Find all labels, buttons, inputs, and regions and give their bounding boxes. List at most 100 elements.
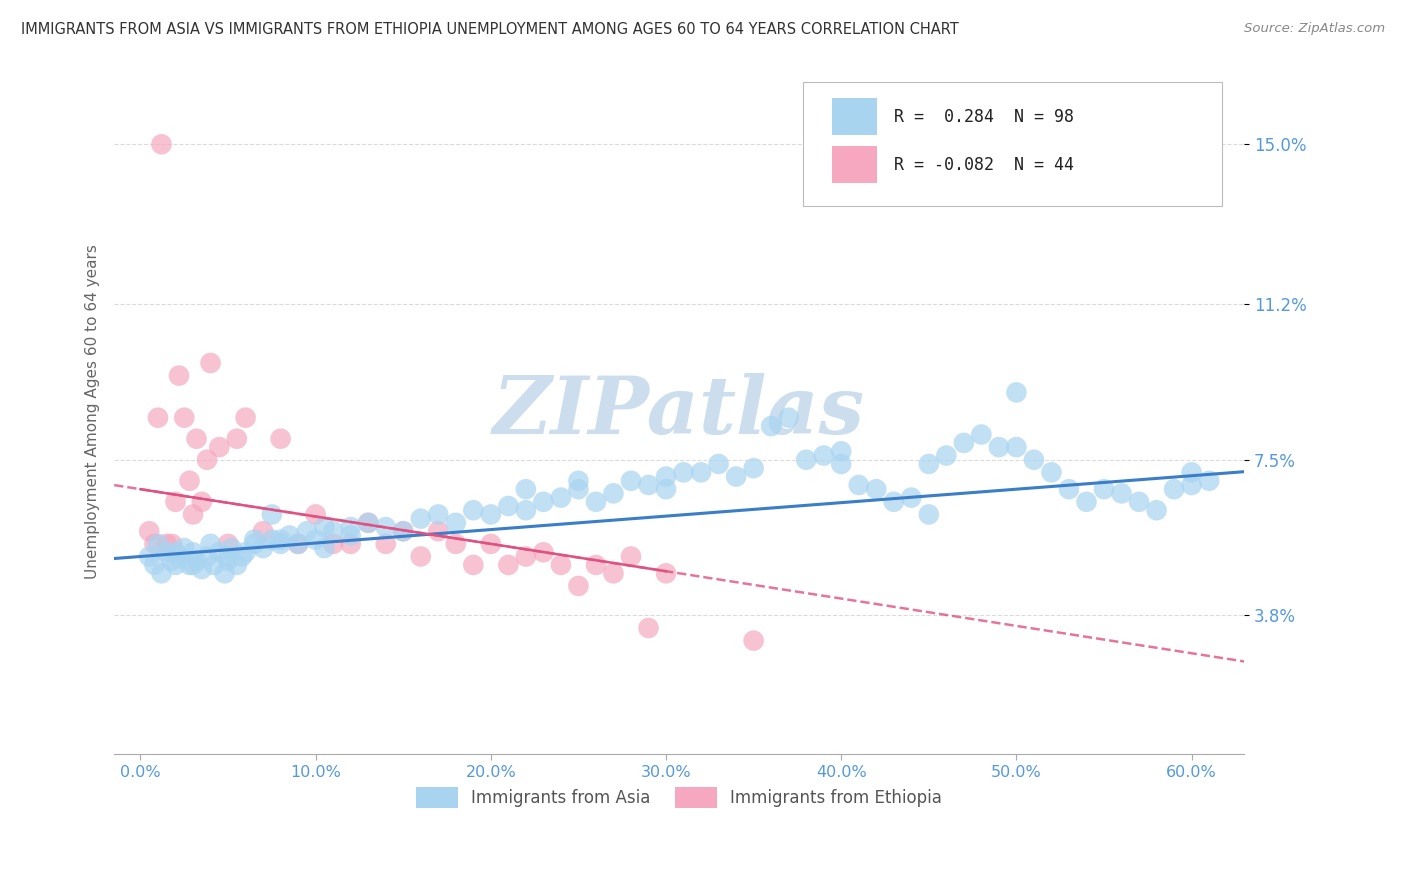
Point bbox=[427, 524, 450, 539]
Point bbox=[1128, 495, 1150, 509]
Point bbox=[515, 549, 537, 564]
Point bbox=[1181, 478, 1204, 492]
Point bbox=[278, 528, 301, 542]
Point bbox=[1146, 503, 1168, 517]
Point bbox=[479, 537, 502, 551]
Point bbox=[252, 541, 274, 555]
Point bbox=[295, 524, 318, 539]
Point bbox=[195, 452, 218, 467]
Point bbox=[287, 537, 309, 551]
Point bbox=[235, 410, 257, 425]
Point bbox=[707, 457, 730, 471]
Point bbox=[987, 440, 1010, 454]
Point bbox=[515, 503, 537, 517]
Point bbox=[531, 545, 554, 559]
Point bbox=[1022, 452, 1045, 467]
Point bbox=[883, 495, 905, 509]
Point bbox=[200, 537, 222, 551]
Point bbox=[742, 461, 765, 475]
Point bbox=[409, 549, 432, 564]
Point bbox=[156, 545, 179, 559]
Point bbox=[690, 466, 713, 480]
Point bbox=[186, 554, 208, 568]
Point bbox=[165, 545, 187, 559]
Point bbox=[813, 449, 835, 463]
Point bbox=[160, 554, 183, 568]
Point bbox=[208, 440, 231, 454]
Point bbox=[935, 449, 957, 463]
Point bbox=[357, 516, 380, 530]
Point bbox=[167, 368, 190, 383]
Point bbox=[830, 444, 852, 458]
Point bbox=[409, 511, 432, 525]
Point bbox=[179, 558, 201, 572]
Point bbox=[637, 478, 659, 492]
Text: Source: ZipAtlas.com: Source: ZipAtlas.com bbox=[1244, 22, 1385, 36]
Point bbox=[138, 524, 160, 539]
Point bbox=[225, 432, 247, 446]
Point bbox=[585, 495, 607, 509]
Point bbox=[252, 524, 274, 539]
Point bbox=[181, 558, 204, 572]
Point bbox=[742, 633, 765, 648]
Point bbox=[778, 410, 800, 425]
Point bbox=[1005, 385, 1028, 400]
Point bbox=[181, 508, 204, 522]
Point bbox=[217, 554, 239, 568]
Point bbox=[191, 495, 214, 509]
Point bbox=[165, 495, 187, 509]
Point bbox=[550, 491, 572, 505]
Point bbox=[655, 469, 678, 483]
Point bbox=[173, 541, 195, 555]
Point bbox=[498, 499, 520, 513]
FancyBboxPatch shape bbox=[832, 97, 877, 136]
Point bbox=[1057, 482, 1080, 496]
Point bbox=[146, 410, 169, 425]
Point bbox=[243, 533, 266, 547]
Point bbox=[270, 432, 292, 446]
Point bbox=[195, 549, 218, 564]
Point bbox=[270, 537, 292, 551]
Point bbox=[953, 436, 976, 450]
Point bbox=[235, 545, 257, 559]
Point bbox=[165, 558, 187, 572]
Point bbox=[339, 537, 361, 551]
Text: R =  0.284  N = 98: R = 0.284 N = 98 bbox=[894, 108, 1074, 126]
Point bbox=[322, 537, 344, 551]
Point bbox=[221, 541, 243, 555]
Point bbox=[160, 537, 183, 551]
Point bbox=[173, 410, 195, 425]
Point bbox=[243, 537, 266, 551]
Point bbox=[314, 541, 336, 555]
Point bbox=[1092, 482, 1115, 496]
Point bbox=[374, 537, 396, 551]
FancyBboxPatch shape bbox=[803, 82, 1222, 206]
Point bbox=[231, 549, 253, 564]
Text: IMMIGRANTS FROM ASIA VS IMMIGRANTS FROM ETHIOPIA UNEMPLOYMENT AMONG AGES 60 TO 6: IMMIGRANTS FROM ASIA VS IMMIGRANTS FROM … bbox=[21, 22, 959, 37]
Point bbox=[143, 558, 166, 572]
Point bbox=[515, 482, 537, 496]
Point bbox=[759, 419, 782, 434]
Point bbox=[620, 549, 643, 564]
Point bbox=[260, 533, 283, 547]
Point bbox=[848, 478, 870, 492]
Point bbox=[305, 508, 328, 522]
Point bbox=[602, 566, 624, 581]
Text: ZIPatlas: ZIPatlas bbox=[494, 373, 865, 450]
Point bbox=[585, 558, 607, 572]
Point bbox=[567, 579, 589, 593]
Point bbox=[970, 427, 993, 442]
Point bbox=[725, 469, 748, 483]
Point bbox=[322, 524, 344, 539]
Point bbox=[270, 533, 292, 547]
Point bbox=[1181, 466, 1204, 480]
Point bbox=[672, 466, 695, 480]
Point bbox=[463, 503, 485, 517]
Point bbox=[287, 537, 309, 551]
Point bbox=[918, 508, 941, 522]
Point bbox=[1005, 440, 1028, 454]
Point bbox=[150, 566, 173, 581]
Point bbox=[214, 566, 236, 581]
Point bbox=[217, 537, 239, 551]
Y-axis label: Unemployment Among Ages 60 to 64 years: Unemployment Among Ages 60 to 64 years bbox=[86, 244, 100, 579]
